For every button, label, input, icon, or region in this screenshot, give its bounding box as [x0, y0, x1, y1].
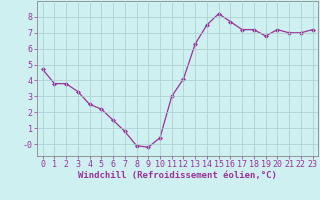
- X-axis label: Windchill (Refroidissement éolien,°C): Windchill (Refroidissement éolien,°C): [78, 171, 277, 180]
